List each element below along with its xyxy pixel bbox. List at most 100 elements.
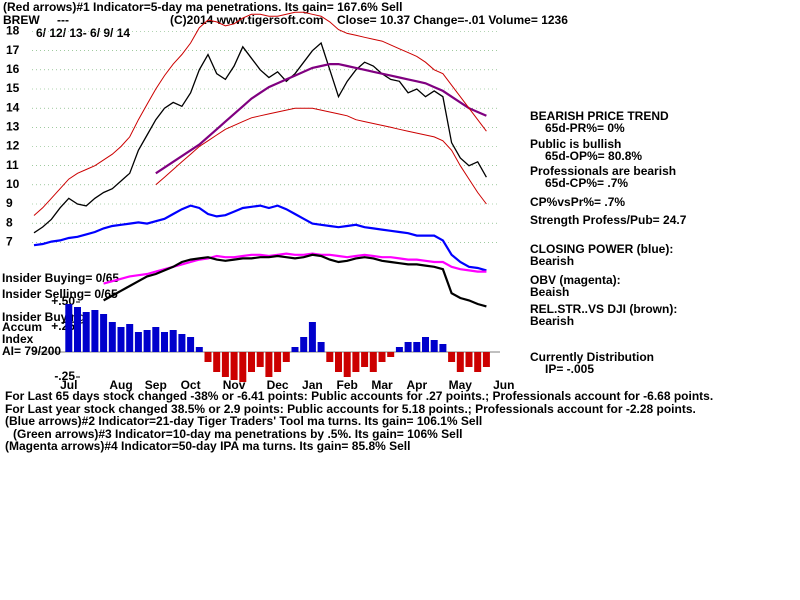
y-tick-label: 13 — [6, 120, 20, 134]
insider-label: Insider Buying — [2, 310, 85, 324]
note: 65d-OP%= 80.8% — [545, 149, 642, 163]
bar — [126, 324, 134, 352]
bar — [404, 342, 412, 352]
y-tick-label: 7 — [6, 235, 13, 249]
bar — [308, 322, 316, 352]
x-tick-label: May — [449, 378, 473, 392]
footer-line: For Last 65 days stock changed -38% or -… — [5, 389, 713, 403]
bar — [256, 352, 264, 367]
bar — [221, 352, 229, 377]
bar — [456, 352, 464, 372]
series-line — [33, 204, 487, 272]
y-tick-label: 10 — [6, 177, 20, 191]
bar — [161, 332, 168, 352]
bar — [343, 352, 351, 377]
bar — [378, 352, 386, 362]
bar — [82, 312, 90, 352]
footer-line: For Last year stock changed 38.5% or 2.9… — [5, 402, 696, 416]
bar — [152, 327, 160, 352]
bar — [430, 340, 438, 352]
bar — [448, 352, 456, 362]
bar — [213, 352, 221, 372]
x-tick-label: Feb — [337, 378, 358, 392]
note: Professionals are bearish — [530, 164, 676, 178]
y-tick-label: 14 — [6, 100, 20, 114]
bar — [465, 352, 473, 367]
bar — [300, 337, 308, 352]
note: OBV (magenta): — [530, 273, 621, 287]
x-tick-label: Apr — [406, 378, 427, 392]
y-tick-label: 11 — [6, 158, 19, 172]
bar — [422, 337, 429, 352]
note: Beaish — [530, 285, 569, 299]
x-tick-label: Sep — [145, 378, 167, 392]
bar — [230, 352, 238, 380]
bar — [439, 344, 447, 352]
bar — [65, 304, 73, 352]
bar — [187, 337, 195, 352]
bar — [291, 347, 299, 352]
bar — [178, 334, 186, 352]
bar — [74, 307, 81, 352]
header-line: (Red arrows)#1 Indicator=5-day ma penetr… — [3, 0, 402, 14]
bar — [239, 352, 247, 382]
insider-label: AI= 79/200 — [2, 344, 61, 358]
y-tick-label: 12 — [6, 139, 20, 153]
bar — [169, 330, 177, 352]
y-tick-label: 9 — [6, 196, 13, 210]
note: CP%vsPr%= .7% — [530, 195, 625, 209]
footer-line: (Blue arrows)#2 Indicator=21-day Tiger T… — [5, 414, 482, 428]
note: Bearish — [530, 254, 574, 268]
y-tick-label: 18 — [6, 24, 20, 38]
bar — [352, 352, 360, 372]
note: BEARISH PRICE TREND — [530, 109, 669, 123]
x-tick-label: Aug — [109, 378, 132, 392]
bar — [335, 352, 342, 372]
bar — [274, 352, 282, 372]
insider-label: Insider Buying= 0/65 — [2, 271, 119, 285]
note: Strength Profess/Pub= 24.7 — [530, 213, 687, 227]
x-tick-label: Jan — [302, 378, 323, 392]
bar — [361, 352, 369, 367]
x-tick-label: Dec — [267, 378, 289, 392]
note: REL.STR..VS DJI (brown): — [530, 302, 677, 316]
bar — [265, 352, 273, 377]
bar — [369, 352, 377, 372]
y-tick-label: -.25 — [54, 369, 75, 383]
copyright: (C)2014 www.tigersoft.com — [170, 13, 324, 27]
footer-line: (Green arrows)#3 Indicator=10-day ma pen… — [13, 427, 463, 441]
series-line — [155, 62, 487, 175]
bar — [108, 322, 116, 352]
y-tick-label: 8 — [6, 215, 13, 229]
insider-label: Index — [2, 332, 34, 346]
bar — [195, 347, 203, 352]
bar — [413, 342, 421, 352]
bar — [117, 327, 125, 352]
note: 65d-CP%= .7% — [545, 176, 628, 190]
bar — [134, 332, 142, 352]
series-line — [103, 253, 487, 308]
note: Public is bullish — [530, 137, 621, 151]
insider-label: Accum — [2, 320, 42, 334]
note: Bearish — [530, 314, 574, 328]
symbol: BREW — [3, 13, 40, 27]
x-tick-label: Mar — [371, 378, 393, 392]
series-line — [155, 107, 487, 205]
note: CLOSING POWER (blue): — [530, 242, 673, 256]
dashes: --- — [57, 13, 69, 27]
y-tick-label: 16 — [6, 62, 20, 76]
bar — [482, 352, 490, 367]
bar — [143, 330, 151, 352]
note: 65d-PR%= 0% — [545, 121, 625, 135]
bar — [395, 347, 403, 352]
date-range: 6/ 12/ 13- 6/ 9/ 14 — [36, 26, 130, 40]
bar — [282, 352, 290, 362]
x-tick-label: Oct — [181, 378, 201, 392]
y-tick-label: 17 — [6, 43, 20, 57]
note: Currently Distribution — [530, 350, 654, 364]
insider-label: Insider Selling= 0/65 — [2, 287, 118, 301]
x-tick-label: Jun — [493, 378, 514, 392]
bar — [204, 352, 212, 362]
